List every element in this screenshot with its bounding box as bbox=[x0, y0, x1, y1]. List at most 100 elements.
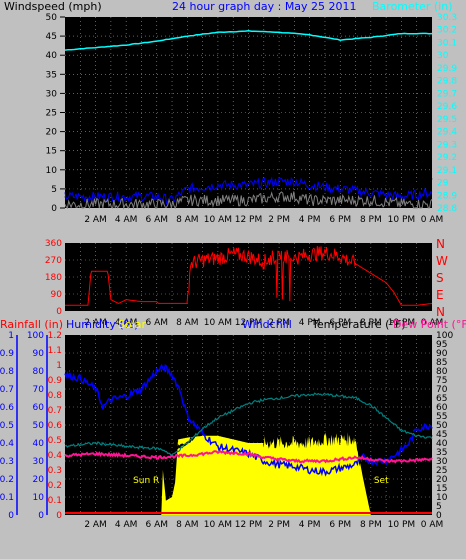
wind-plot-area bbox=[65, 17, 432, 208]
temperature-tick-label: 30 bbox=[436, 457, 448, 467]
rainfall-tick-label: 0.7 bbox=[0, 385, 14, 395]
scale-tick-label: 0.9 bbox=[48, 376, 63, 386]
temperature-x-tick-label: 4 AM bbox=[115, 520, 138, 530]
barometer-axis-label: Barometer (in) bbox=[372, 0, 453, 13]
temperature-tick-label: 100 bbox=[436, 331, 453, 341]
direction-x-tick-label: 12 PM bbox=[235, 318, 263, 328]
barometer-tick-label: 30 bbox=[437, 51, 449, 61]
wind-x-tick-label: 10 AM bbox=[204, 215, 232, 225]
scale-tick-label: 1.2 bbox=[48, 331, 62, 341]
barometer-tick-label: 29.4 bbox=[437, 128, 457, 138]
direction-x-tick-label: 10 PM bbox=[388, 318, 416, 328]
rainfall-tick-label: 0.3 bbox=[0, 457, 14, 467]
temperature-x-tick-label: 2 PM bbox=[268, 520, 290, 530]
scale-tick-label: 0.1 bbox=[48, 496, 62, 506]
wind-x-tick-label: 10 PM bbox=[388, 215, 416, 225]
barometer-tick-label: 30.1 bbox=[437, 38, 457, 48]
wind-x-tick-label: 0 AM bbox=[421, 215, 444, 225]
compass-label: S bbox=[436, 271, 444, 285]
direction-tick-label: 360 bbox=[45, 239, 62, 249]
humidity-tick-label: 30 bbox=[33, 457, 45, 467]
scale-tick-label: 0.8 bbox=[48, 391, 63, 401]
humidity-tick-label: 100 bbox=[27, 331, 44, 341]
scale-tick-label: 0.7 bbox=[48, 406, 62, 416]
temperature-tick-label: 0 bbox=[436, 511, 442, 521]
barometer-tick-label: 29.6 bbox=[437, 102, 457, 112]
direction-x-tick-label: 6 AM bbox=[145, 318, 168, 328]
direction-x-tick-label: 8 PM bbox=[360, 318, 382, 328]
temperature-tick-label: 5 bbox=[436, 502, 442, 512]
wind-x-tick-label: 2 AM bbox=[84, 215, 107, 225]
temperature-x-tick-label: 10 PM bbox=[388, 520, 416, 530]
temperature-x-tick-label: 6 PM bbox=[329, 520, 351, 530]
temperature-tick-label: 85 bbox=[436, 358, 447, 368]
rainfall-tick-label: 1 bbox=[8, 331, 14, 341]
scale-tick-label: 0.6 bbox=[48, 421, 63, 431]
temperature-tick-label: 15 bbox=[436, 484, 447, 494]
windspeed-tick-label: 45 bbox=[46, 32, 57, 42]
temperature-tick-label: 75 bbox=[436, 376, 447, 386]
scale-tick-label: 0.2 bbox=[48, 481, 62, 491]
windspeed-tick-label: 20 bbox=[46, 128, 58, 138]
rainfall-tick-label: 0.4 bbox=[0, 439, 14, 449]
barometer-tick-label: 29.1 bbox=[437, 166, 457, 176]
wind-x-tick-label: 6 AM bbox=[145, 215, 168, 225]
temperature-tick-label: 20 bbox=[436, 475, 448, 485]
windspeed-axis-label: Windspeed (mph) bbox=[4, 0, 102, 13]
humidity-axis-label: Humidity (%) bbox=[66, 318, 138, 331]
wind-gust-line bbox=[64, 151, 433, 204]
wind-x-tick-label: 4 AM bbox=[115, 215, 138, 225]
direction-x-tick-label: 2 PM bbox=[268, 318, 290, 328]
temperature-x-tick-label: 2 AM bbox=[84, 520, 107, 530]
windspeed-tick-label: 35 bbox=[46, 70, 57, 80]
temperature-tick-label: 95 bbox=[436, 340, 447, 350]
barometer-tick-label: 29.3 bbox=[437, 140, 457, 150]
rainfall-tick-label: 0 bbox=[8, 511, 14, 521]
scale-tick-label: 0 bbox=[56, 511, 62, 521]
temperature-tick-label: 50 bbox=[436, 421, 448, 431]
temperature-tick-label: 10 bbox=[436, 493, 448, 503]
humidity-tick-label: 10 bbox=[33, 493, 45, 503]
barometer-tick-label: 29.7 bbox=[437, 89, 457, 99]
direction-tick-label: 180 bbox=[45, 273, 62, 283]
direction-x-tick-label: 6 PM bbox=[329, 318, 351, 328]
windspeed-tick-label: 40 bbox=[46, 51, 58, 61]
windspeed-tick-label: 15 bbox=[46, 147, 57, 157]
graph-title: 24 hour graph day : May 25 2011 bbox=[172, 0, 357, 13]
temperature-x-tick-label: 10 AM bbox=[204, 520, 232, 530]
scale-tick-label: 0.4 bbox=[48, 451, 63, 461]
rainfall-tick-label: 0.5 bbox=[0, 421, 14, 431]
temperature-x-tick-label: 6 AM bbox=[145, 520, 168, 530]
compass-label: W bbox=[436, 254, 448, 268]
wind-plot-layer: 0 5 10 15 20 25 30 35 40 45 50 28.8 28.9 29 29.1 29.2 29… bbox=[46, 13, 458, 225]
rainfall-tick-label: 0.2 bbox=[0, 475, 14, 485]
humidity-tick-label: 20 bbox=[33, 475, 45, 485]
temperature-x-tick-label: 0 AM bbox=[421, 520, 444, 530]
barometer-tick-label: 29.8 bbox=[437, 77, 457, 87]
solar-area bbox=[65, 432, 432, 515]
dewpoint-line bbox=[64, 450, 433, 464]
solar-axis-label: Solar bbox=[118, 318, 147, 331]
direction-tick-label: 90 bbox=[51, 290, 63, 300]
direction-x-tick-label: 10 AM bbox=[204, 318, 232, 328]
temperature-tick-label: 70 bbox=[436, 385, 448, 395]
humidity-tick-label: 40 bbox=[33, 439, 45, 449]
barometer-tick-label: 29.2 bbox=[437, 153, 457, 163]
wind-x-tick-label: 4 PM bbox=[299, 215, 321, 225]
barometer-tick-label: 28.9 bbox=[437, 191, 457, 201]
humidity-tick-label: 80 bbox=[33, 367, 45, 377]
windspeed-tick-label: 30 bbox=[46, 89, 58, 99]
windchill-line bbox=[64, 392, 433, 457]
wind-avg-line bbox=[64, 176, 433, 206]
temperature-tick-label: 65 bbox=[436, 394, 447, 404]
humidity-tick-label: 90 bbox=[33, 349, 45, 359]
temperature-x-tick-label: 4 PM bbox=[299, 520, 321, 530]
barometer-tick-label: 30.2 bbox=[437, 26, 457, 36]
windspeed-tick-label: 5 bbox=[51, 185, 57, 195]
rainfall-tick-label: 0.6 bbox=[0, 403, 14, 413]
scale-tick-label: 1.1 bbox=[48, 346, 62, 356]
temperature-x-tick-label: 8 PM bbox=[360, 520, 382, 530]
temperature-tick-label: 40 bbox=[436, 439, 448, 449]
